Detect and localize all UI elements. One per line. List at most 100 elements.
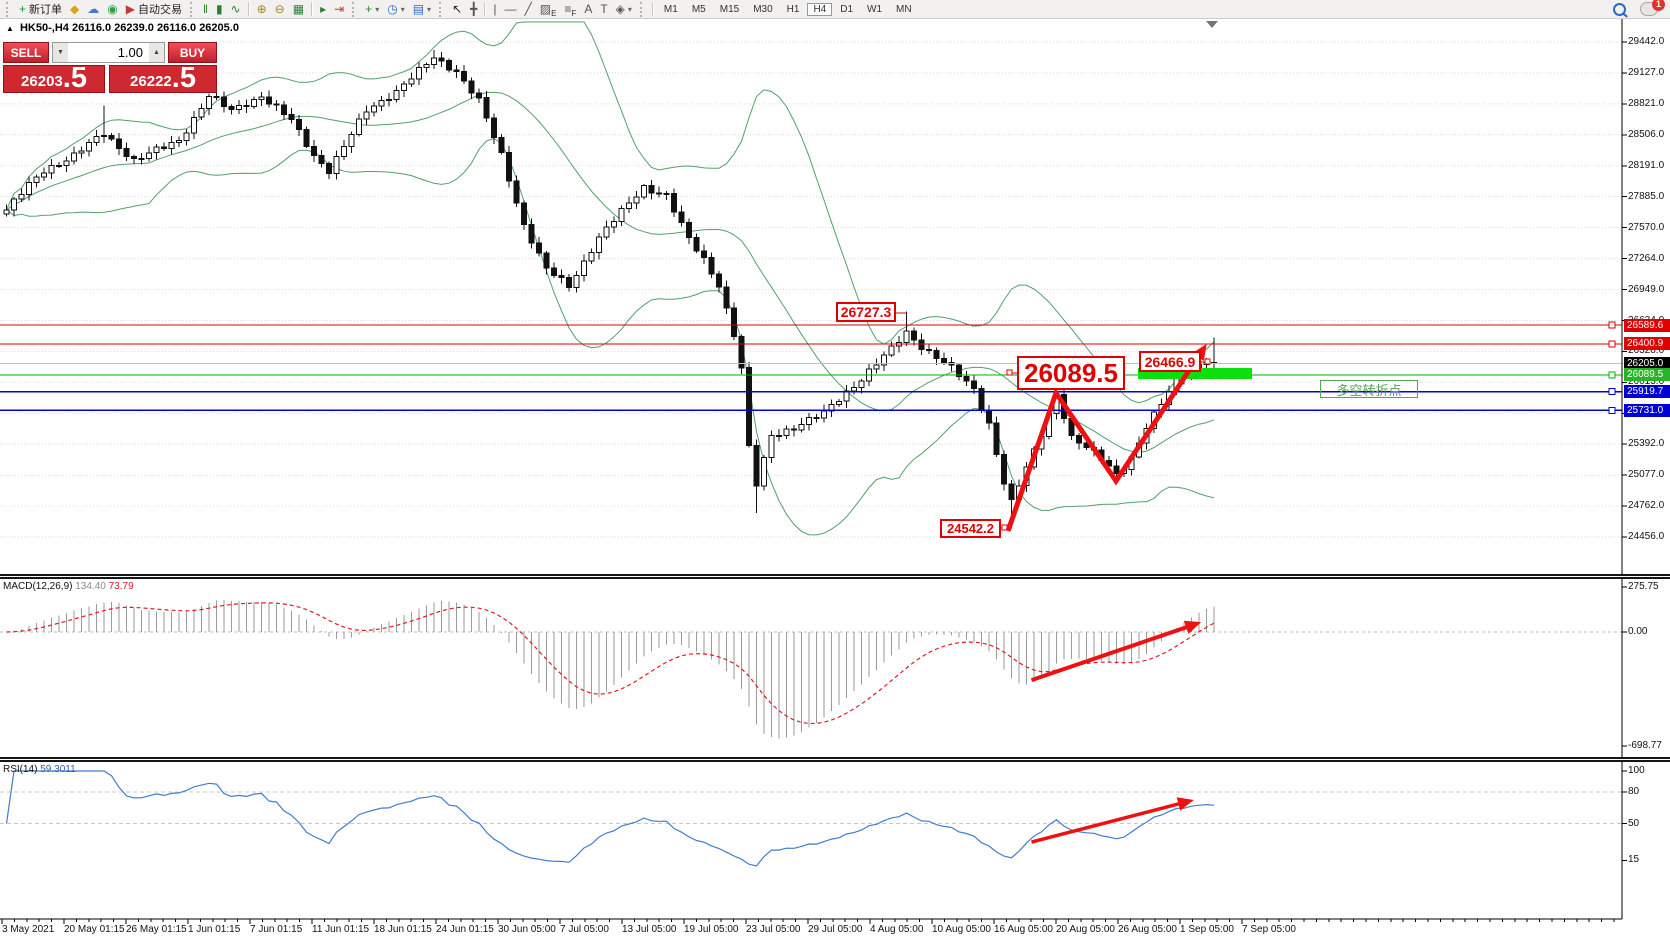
indicators-button[interactable]: + ▾ [361,1,383,18]
bollinger-bands [6,21,1215,536]
auto-scroll-icon: ▸ [320,1,327,16]
text-label-icon[interactable]: T [596,1,611,18]
buy-button[interactable]: BUY [168,42,217,63]
timeframe-h4[interactable]: H4 [807,2,833,16]
horizontal-line-icon: — [504,1,517,16]
buy-price-main: 26222 [130,73,172,90]
timeframe-m1[interactable]: M1 [663,3,678,15]
periods-button[interactable]: ◷ ▾ [383,1,409,18]
toolbar-grip [189,1,195,17]
search-icon[interactable] [1613,2,1626,16]
price-annotation[interactable]: 26466.9 [1139,351,1201,372]
timeframe-w1[interactable]: W1 [867,3,883,15]
highlight-bar[interactable] [1138,368,1252,379]
dropdown-caret-icon: ▾ [627,4,632,14]
time-axis-label: 16 Aug 05:00 [994,924,1053,935]
price-level-label[interactable]: 26589.6 [1624,318,1670,332]
crosshair-icon: ╋ [470,1,478,16]
templates-button[interactable]: ▤ ▾ [409,1,435,18]
time-axis-label: 20 Aug 05:00 [1056,924,1115,935]
price-level-label[interactable]: 25919.7 [1624,385,1670,399]
price-annotation[interactable]: 26089.5 [1017,356,1125,390]
horizontal-line-icon[interactable]: — [500,1,520,18]
buy-price[interactable]: 26222.5 [109,64,217,93]
signals-icon[interactable]: ◉ [103,1,121,18]
price-axis-tick: 26949.0 [1628,283,1665,295]
price-axis-tick: 27570.0 [1628,221,1665,233]
timeframe-m5[interactable]: M5 [691,3,706,15]
toolbar-grip [439,1,444,17]
price-axis-tick: 27885.0 [1628,190,1665,202]
cursor-icon[interactable]: ↖ [448,1,466,18]
price-levels[interactable] [0,321,1622,414]
chart-shift-marker[interactable] [1206,21,1218,28]
volume-stepper[interactable]: ▼ 1.00 ▲ [52,42,165,63]
candle-chart-icon[interactable]: ▮ [212,1,227,18]
volume-increase-button[interactable]: ▲ [149,43,164,62]
equidistant-channel-icon[interactable]: ▨ E [539,1,557,18]
chart-shift-icon[interactable]: ⇥ [330,1,348,18]
volume-decrease-button[interactable]: ▼ [53,43,68,62]
chart-title: ▲ HK50-,H4 26116.0 26239.0 26116.0 26205… [6,22,239,34]
sell-price-frac: .5 [62,62,87,94]
community-icon[interactable]: ☁ [83,1,103,18]
line-chart-icon[interactable]: ∿ [227,1,245,18]
price-level-label[interactable]: 25731.0 [1624,403,1670,417]
sell-button[interactable]: SELL [3,42,49,63]
price-annotation[interactable]: 26727.3 [836,302,896,322]
crosshair-icon[interactable]: ╋ [466,1,481,18]
auto-scroll-icon[interactable]: ▸ [316,1,330,18]
toolbar-grip [6,1,11,17]
rsi-axis-tick: 50 [1628,817,1640,829]
autotrading-button[interactable]: ▶ 自动交易 [122,1,186,18]
fibonacci-icon[interactable]: ≡ F [564,1,577,18]
notifications-icon[interactable]: 1 [1640,0,1665,16]
timeframe-d1[interactable]: D1 [840,3,854,15]
vertical-line-icon[interactable]: | [489,1,500,18]
periods-icon: ◷ [387,1,398,16]
time-axis-label: 26 May 01:15 [126,924,187,935]
chart-window-icon[interactable]: ◆ [66,1,83,18]
annotation-connectors [896,312,1211,531]
toolbar: + 新订单 ◆ ☁ ◉ ▶ 自动交易 ‖ ▮ ∿ ⊕ ⊖ ▦ ▸ ⇥ + ▾ ◷ ▾ ▤ ▾ ↖ ╋ | — ╱ ▨ E ≡ F A T ◈ ▾ M… [0,0,1670,19]
trendline-icon[interactable]: ╱ [520,1,535,18]
timeframe-m30[interactable]: M30 [753,3,773,15]
fibonacci-icon: ≡ [564,1,572,16]
price-level-label[interactable]: 26205.0 [1624,356,1670,370]
autotrading-icon: ▶ [125,1,135,16]
new-order-button[interactable]: + 新订单 [15,1,66,18]
zoom-out-icon[interactable]: ⊖ [271,1,289,18]
tile-windows-icon[interactable]: ▦ [289,1,308,18]
trend-arrows[interactable] [1005,343,1207,844]
toolbar-separator [484,2,487,16]
new-order-icon: + [19,1,27,16]
price-level-label[interactable]: 26089.5 [1624,368,1670,382]
volume-value: 1.00 [117,45,143,60]
panel-divider[interactable] [0,574,1670,579]
time-axis-label: 4 Aug 05:00 [870,924,924,935]
timeframe-mn[interactable]: MN [896,3,912,15]
time-axis-label: 20 May 01:15 [64,924,125,935]
panel-divider[interactable] [0,757,1670,762]
price-axis-tick: 29442.0 [1628,36,1665,47]
time-axis-label: 11 Jun 01:15 [312,924,370,935]
time-axis-label: 1 Sep 05:00 [1180,924,1234,935]
zoom-in-icon[interactable]: ⊕ [253,1,271,18]
text-icon[interactable]: A [580,1,596,18]
bar-chart-icon[interactable]: ‖ [199,1,212,18]
price-annotation[interactable]: 24542.2 [940,519,1001,538]
sell-price[interactable]: 26203.5 [3,62,105,94]
price-level-label[interactable]: 26400.9 [1624,337,1670,351]
timeframe-h1[interactable]: H1 [786,3,800,15]
autotrading-button-label: 自动交易 [137,4,182,16]
time-axis-label: 7 Jun 01:15 [250,924,303,935]
time-axis-label: 10 Aug 05:00 [932,924,991,935]
timeframe-m15[interactable]: M15 [719,3,740,15]
vertical-line-icon: | [493,1,497,16]
arrows-button[interactable]: ◈ ▾ [612,1,636,18]
bar-chart-icon: ‖ [202,1,208,16]
candle-chart-icon: ▮ [215,1,223,16]
note-annotation[interactable]: 多空转折点 [1320,380,1418,398]
